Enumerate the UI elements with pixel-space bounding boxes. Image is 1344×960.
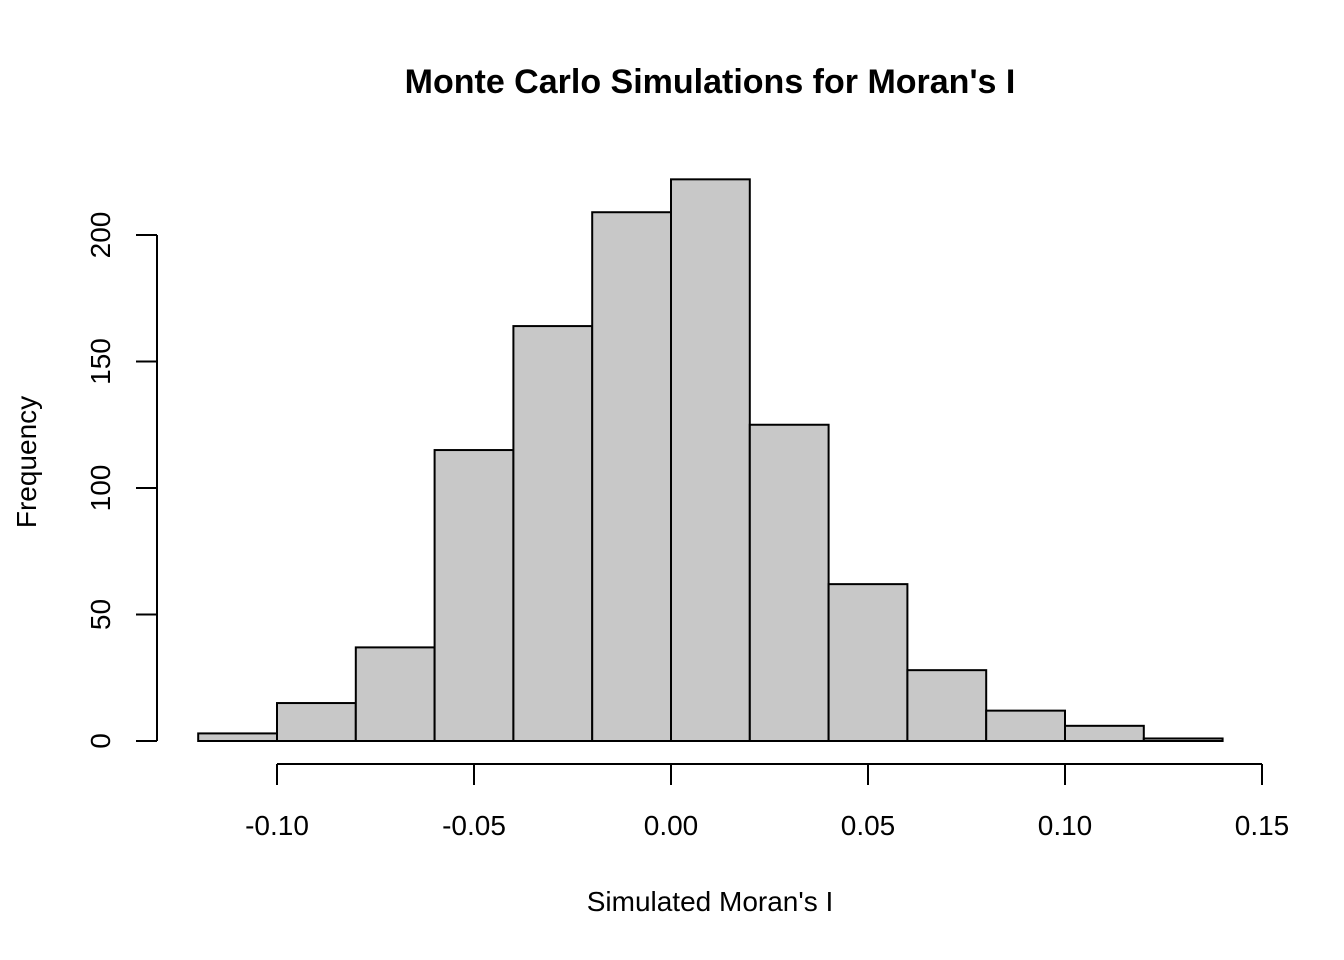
histogram-bar [276, 702, 357, 742]
histogram-bar [197, 732, 278, 742]
histogram-bar [985, 709, 1067, 743]
y-axis-label: Frequency [11, 396, 42, 528]
x-axis-label: Simulated Moran's I [587, 886, 834, 917]
y-axis: 0 50 100 150 200 [85, 212, 158, 749]
histogram-bar [354, 646, 436, 743]
histogram-bar [1064, 724, 1145, 743]
histogram-bar [827, 583, 909, 743]
histogram-bar [748, 423, 830, 742]
x-tick-label: 0.00 [644, 810, 699, 841]
histogram-bar [1142, 737, 1224, 742]
chart-title: Monte Carlo Simulations for Moran's I [405, 63, 1016, 101]
y-tick-label: 150 [85, 338, 116, 385]
histogram-bar [433, 449, 515, 742]
x-axis: -0.10 -0.05 0.00 0.05 0.10 0.15 [245, 763, 1290, 841]
histogram-bars [197, 178, 1224, 743]
x-tick-label: -0.05 [442, 810, 506, 841]
y-tick-label: 200 [85, 212, 116, 259]
y-tick-label: 0 [85, 733, 116, 749]
x-tick-label: 0.05 [841, 810, 896, 841]
histogram-bar [591, 211, 673, 743]
y-tick-label: 50 [85, 599, 116, 630]
x-tick-label: -0.10 [245, 810, 309, 841]
histogram-bar [906, 669, 988, 742]
x-tick-label: 0.10 [1038, 810, 1093, 841]
histogram-bar [670, 178, 751, 742]
y-tick-label: 100 [85, 465, 116, 512]
x-tick-label: 0.15 [1235, 810, 1290, 841]
histogram-bar [512, 325, 594, 742]
